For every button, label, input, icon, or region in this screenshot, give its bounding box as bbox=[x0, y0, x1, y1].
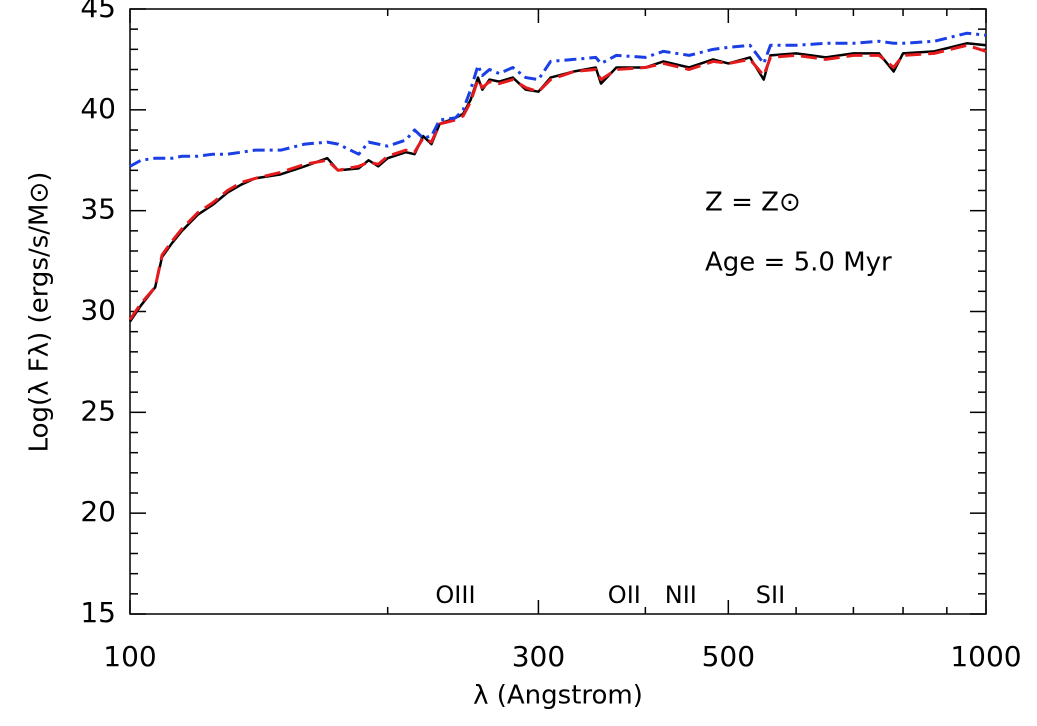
y-tick-label: 40 bbox=[80, 92, 116, 125]
line-label: OIII bbox=[435, 581, 475, 609]
y-tick-label: 35 bbox=[80, 193, 116, 226]
line-label: OII bbox=[608, 581, 641, 609]
x-tick-label: 300 bbox=[512, 640, 565, 673]
x-axis-label: λ (Angstrom) bbox=[473, 681, 643, 711]
y-tick-label: 30 bbox=[80, 294, 116, 327]
annotation: Age = 5.0 Myr bbox=[705, 248, 892, 278]
y-tick-label: 20 bbox=[80, 495, 116, 528]
y-tick-label: 25 bbox=[80, 394, 116, 427]
line-label: SII bbox=[756, 581, 785, 609]
series-line bbox=[128, 43, 987, 321]
y-tick-label: 45 bbox=[80, 0, 116, 24]
x-tick-label: 500 bbox=[702, 640, 755, 673]
series-line bbox=[129, 31, 987, 168]
series-line bbox=[128, 42, 987, 323]
x-tick-label: 100 bbox=[103, 640, 156, 673]
line-label: NII bbox=[665, 581, 697, 609]
y-tick-label: 15 bbox=[80, 596, 116, 629]
annotation: Z = Z⊙ bbox=[705, 188, 801, 218]
x-tick-label: 1000 bbox=[950, 640, 1021, 673]
plot-frame bbox=[129, 8, 987, 615]
y-axis-label: Log(λ Fλ) (ergs/s/M⊙) bbox=[25, 172, 55, 453]
